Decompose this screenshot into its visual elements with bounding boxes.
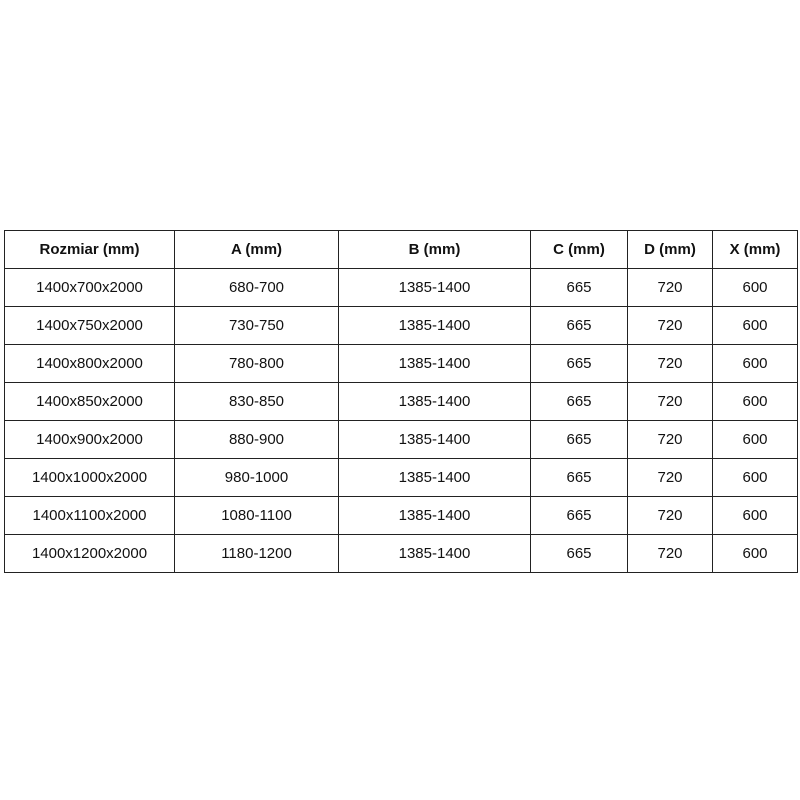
table-cell: 665 <box>530 306 628 345</box>
table-cell: 720 <box>627 344 713 383</box>
table-cell: 1385-1400 <box>338 496 531 535</box>
table-cell: 730-750 <box>174 306 339 345</box>
table-row: 1400x1200x2000 1180-1200 1385-1400 665 720 60… <box>4 534 798 573</box>
table-row: 1400x800x2000 780-800 1385-1400 665 720 600 <box>4 344 798 383</box>
header-row: Rozmiar (mm) A (mm) B (mm) C (mm) D (mm)… <box>4 230 798 269</box>
header-cell: B (mm) <box>338 230 531 269</box>
table-row: 1400x750x2000 730-750 1385-1400 665 720 600 <box>4 306 798 345</box>
table-cell: 720 <box>627 534 713 573</box>
table-cell: 1385-1400 <box>338 534 531 573</box>
table-cell: 665 <box>530 534 628 573</box>
table-cell: 600 <box>712 458 798 497</box>
header-cell: C (mm) <box>530 230 628 269</box>
table-cell: 1400x900x2000 <box>4 420 175 459</box>
table-cell: 720 <box>627 458 713 497</box>
table-cell: 720 <box>627 496 713 535</box>
table-row: 1400x1100x2000 1080-1100 1385-1400 665 720 60… <box>4 496 798 535</box>
table-cell: 665 <box>530 268 628 307</box>
table-cell: 720 <box>627 306 713 345</box>
table-cell: 830-850 <box>174 382 339 421</box>
table-cell: 600 <box>712 420 798 459</box>
header-cell: X (mm) <box>712 230 798 269</box>
dimensions-table: Rozmiar (mm) A (mm) B (mm) C (mm) D (mm)… <box>4 230 798 573</box>
table-cell: 1180-1200 <box>174 534 339 573</box>
table-cell: 680-700 <box>174 268 339 307</box>
table-cell: 1385-1400 <box>338 458 531 497</box>
table-cell: 1400x800x2000 <box>4 344 175 383</box>
table-cell: 665 <box>530 382 628 421</box>
table-cell: 665 <box>530 496 628 535</box>
table-cell: 1385-1400 <box>338 344 531 383</box>
table-row: 1400x850x2000 830-850 1385-1400 665 720 600 <box>4 382 798 421</box>
table-cell: 600 <box>712 382 798 421</box>
table-cell: 1400x750x2000 <box>4 306 175 345</box>
table-cell: 1385-1400 <box>338 268 531 307</box>
table-cell: 1385-1400 <box>338 420 531 459</box>
table-cell: 720 <box>627 382 713 421</box>
table-cell: 780-800 <box>174 344 339 383</box>
table-cell: 1080-1100 <box>174 496 339 535</box>
table-row: 1400x900x2000 880-900 1385-1400 665 720 600 <box>4 420 798 459</box>
table-cell: 600 <box>712 344 798 383</box>
table-cell: 600 <box>712 306 798 345</box>
table-cell: 665 <box>530 344 628 383</box>
table-cell: 1385-1400 <box>338 382 531 421</box>
table-cell: 1385-1400 <box>338 306 531 345</box>
table-cell: 1400x1100x2000 <box>4 496 175 535</box>
table-row: 1400x700x2000 680-700 1385-1400 665 720 600 <box>4 268 798 307</box>
table-cell: 720 <box>627 268 713 307</box>
table-cell: 665 <box>530 420 628 459</box>
table-cell: 1400x700x2000 <box>4 268 175 307</box>
table-row: 1400x1000x2000 980-1000 1385-1400 665 720 600 <box>4 458 798 497</box>
table-cell: 665 <box>530 458 628 497</box>
table-cell: 1400x1200x2000 <box>4 534 175 573</box>
header-cell: A (mm) <box>174 230 339 269</box>
header-cell: D (mm) <box>627 230 713 269</box>
table-cell: 1400x1000x2000 <box>4 458 175 497</box>
table-cell: 600 <box>712 496 798 535</box>
header-cell: Rozmiar (mm) <box>4 230 175 269</box>
table-cell: 600 <box>712 268 798 307</box>
table-cell: 1400x850x2000 <box>4 382 175 421</box>
table-cell: 600 <box>712 534 798 573</box>
table-cell: 720 <box>627 420 713 459</box>
table-cell: 880-900 <box>174 420 339 459</box>
table-cell: 980-1000 <box>174 458 339 497</box>
